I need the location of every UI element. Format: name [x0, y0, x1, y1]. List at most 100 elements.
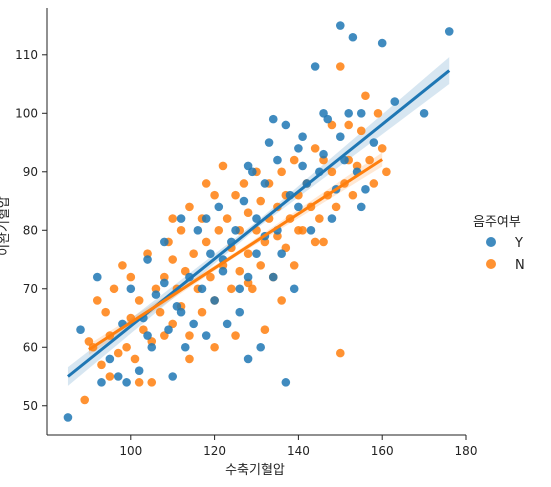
data-point-Y [327, 214, 337, 223]
regression-line-Y [67, 69, 451, 378]
data-point-N [101, 307, 110, 317]
y-tick-label: 110 [15, 48, 38, 62]
data-point-Y [264, 138, 274, 147]
data-point-N [113, 348, 123, 358]
data-point-Y [289, 284, 299, 294]
data-point-Y [164, 325, 173, 335]
data-point-Y [206, 249, 215, 258]
data-point-Y [239, 196, 249, 206]
data-point-N [289, 261, 299, 270]
data-point-N [201, 237, 211, 247]
data-point-Y [176, 214, 186, 223]
legend-label-Y: Y [514, 236, 523, 251]
data-point-Y [97, 378, 106, 387]
data-point-Y [143, 255, 152, 264]
data-point-Y [201, 214, 211, 223]
data-point-Y [243, 272, 253, 282]
data-point-Y [243, 161, 253, 171]
data-point-Y [298, 161, 307, 171]
data-point-N [155, 307, 165, 317]
data-point-N [243, 249, 253, 258]
data-point-N [185, 331, 194, 340]
data-point-Y [336, 21, 345, 30]
data-point-N [134, 378, 144, 387]
data-point-Y [176, 307, 186, 317]
data-point-N [147, 378, 157, 387]
data-point-Y [377, 38, 387, 48]
data-point-Y [134, 366, 144, 375]
data-point-Y [214, 202, 224, 212]
y-tick-label: 60 [23, 340, 38, 354]
y-tick-label: 80 [23, 223, 38, 237]
data-point-N [201, 179, 211, 188]
data-point-Y [361, 185, 370, 194]
data-point-N [256, 261, 265, 270]
data-point-Y [210, 296, 219, 305]
data-point-N [185, 354, 194, 364]
data-point-N [260, 325, 270, 335]
legend: 음주여부 YN [473, 215, 525, 273]
data-point-Y [92, 272, 102, 282]
data-point-Y [113, 372, 123, 381]
data-point-Y [151, 290, 161, 299]
data-point-N [344, 120, 353, 130]
data-point-N [134, 296, 144, 305]
data-point-Y [143, 331, 152, 340]
data-point-N [210, 190, 219, 200]
data-point-Y [319, 108, 328, 118]
data-point-Y [201, 331, 211, 340]
data-point-N [197, 307, 207, 317]
data-point-Y [268, 272, 278, 282]
data-point-N [310, 144, 320, 153]
data-point-N [361, 91, 370, 101]
regression-line-N [88, 158, 384, 351]
data-point-Y [197, 284, 207, 294]
legend-marker-N [486, 259, 496, 269]
data-point-N [277, 167, 286, 177]
data-point-N [331, 202, 341, 212]
y-tick-label: 70 [23, 282, 38, 296]
x-tick-label: 100 [119, 444, 142, 458]
data-point-N [130, 354, 140, 364]
data-point-Y [180, 342, 190, 352]
x-tick-label: 140 [287, 444, 310, 458]
data-point-Y [189, 319, 198, 329]
data-point-N [382, 167, 391, 177]
data-point-Y [294, 202, 303, 212]
data-point-Y [319, 149, 328, 159]
data-point-Y [369, 138, 379, 147]
data-point-Y [193, 225, 203, 235]
data-point-Y [294, 144, 303, 153]
data-point-N [348, 190, 358, 200]
data-point-N [319, 237, 328, 247]
data-point-N [369, 179, 379, 188]
data-point-Y [122, 378, 131, 387]
x-tick-label: 120 [203, 444, 226, 458]
data-point-Y [252, 214, 261, 223]
data-point-Y [273, 155, 282, 165]
data-point-N [218, 161, 228, 171]
data-point-Y [444, 27, 454, 36]
legend-label-N: N [515, 258, 525, 273]
data-point-N [243, 208, 253, 218]
data-point-N [80, 395, 90, 405]
data-point-N [277, 296, 286, 305]
data-point-Y [243, 354, 253, 364]
data-point-N [327, 167, 337, 177]
data-point-N [92, 296, 102, 305]
data-point-Y [160, 278, 169, 288]
data-point-Y [281, 120, 291, 130]
data-point-N [356, 126, 366, 136]
data-point-N [227, 284, 236, 294]
data-point-N [126, 272, 136, 282]
data-point-Y [256, 342, 265, 352]
data-point-N [118, 261, 127, 270]
data-point-N [122, 342, 131, 352]
data-point-N [315, 214, 324, 223]
data-point-N [189, 249, 198, 258]
data-point-Y [168, 372, 177, 381]
data-point-Y [252, 249, 261, 258]
data-point-Y [310, 62, 320, 71]
